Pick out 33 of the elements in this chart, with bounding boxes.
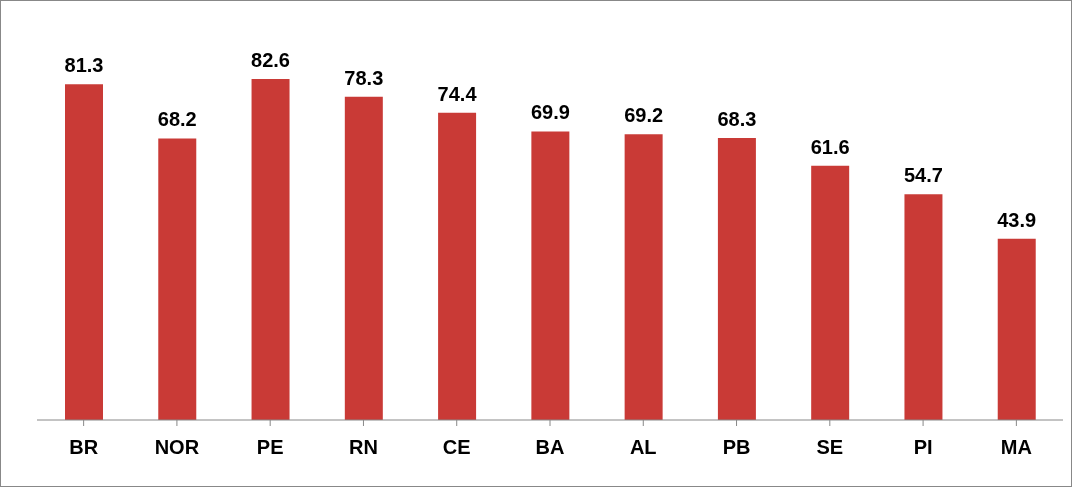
data-label: 54.7 <box>903 164 943 187</box>
data-label: 81.3 <box>64 54 104 77</box>
bar <box>811 165 850 420</box>
x-tick-label: BR <box>69 436 99 459</box>
data-label: 68.2 <box>157 108 197 131</box>
bar <box>904 194 943 420</box>
bar <box>344 96 383 420</box>
x-tick-label: PI <box>913 436 933 459</box>
x-tick-label: BA <box>535 436 565 459</box>
bar <box>158 138 197 420</box>
x-tick-label: AL <box>629 436 657 459</box>
x-tick-label: SE <box>816 436 844 459</box>
data-label: 43.9 <box>997 208 1037 231</box>
bar <box>717 138 756 420</box>
x-tick-label: PE <box>256 436 284 459</box>
data-label: 68.3 <box>717 108 757 131</box>
bar <box>997 238 1036 420</box>
x-tick-label: PB <box>722 436 751 459</box>
bar <box>65 84 103 420</box>
data-label: 69.9 <box>530 101 570 124</box>
x-tick-label: MA <box>1000 436 1032 459</box>
x-tick-label: CE <box>442 436 471 459</box>
x-tick-label: RN <box>349 436 378 459</box>
data-label: 82.6 <box>251 48 291 71</box>
data-label: 74.4 <box>437 82 478 105</box>
x-tick-label: NOR <box>154 436 200 459</box>
data-label: 69.2 <box>624 104 664 127</box>
data-label: 61.6 <box>810 135 850 158</box>
bar <box>251 78 290 420</box>
bar <box>624 134 663 420</box>
bar <box>438 112 477 420</box>
bar <box>531 131 570 420</box>
data-label: 78.3 <box>344 66 384 89</box>
